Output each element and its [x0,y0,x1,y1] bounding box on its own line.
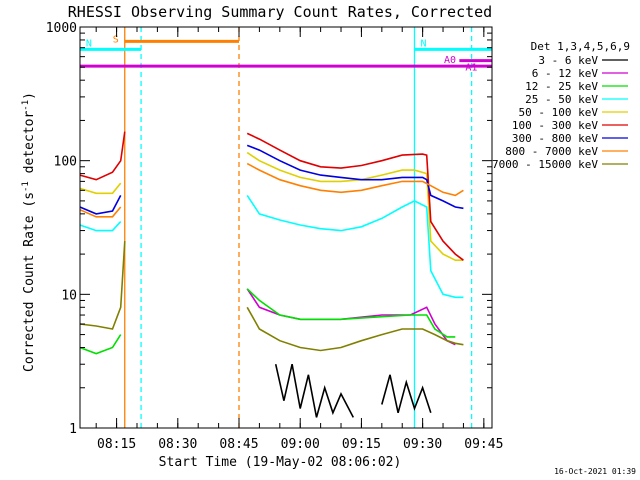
legend-label: 25 - 50 keV [525,93,598,106]
mode-bar-label: A1 [465,63,477,74]
y-axis-label-part2: detector [22,111,37,182]
chart-title: RHESSI Observing Summary Count Rates, Co… [68,3,492,21]
x-tick-label: 09:30 [403,437,442,452]
series-line-7000-15000-kev [246,306,464,352]
x-tick-label: 08:45 [219,437,258,452]
series-line-6-12-kev [246,288,456,346]
y-tick-label: 1 [69,422,77,437]
legend-label: 50 - 100 keV [519,106,599,119]
mode-annotations: S N N A0 A1 [79,27,492,428]
legend-label: 3 - 6 keV [538,54,598,67]
series-line-25-50-kev [79,221,122,232]
series-line-800-7000-kev [79,206,122,218]
series-line-300-800-kev [246,144,464,210]
y-tick-label: 1000 [46,21,77,36]
legend-label: 800 - 7000 keV [505,145,598,158]
y-tick-label: 10 [61,288,77,303]
y-axis-label-sup1: -1 [21,181,31,192]
mode-bar-label: S [113,34,119,45]
y-axis-label: Corrected Count Rate (s-1 detector-1) [21,92,37,372]
mode-bar-label: N [86,38,92,49]
series-line-25-50-kev [246,194,464,299]
series-line-100-300-kev [79,131,126,181]
x-tick-label: 08:15 [97,437,136,452]
series-line-300-800-kev [79,195,122,215]
series-line-3-6-kev [274,364,355,418]
legend-label: 300 - 800 keV [512,132,598,145]
legend-title: Det 1,3,4,5,6,9 [531,40,630,53]
series-lines [79,131,464,418]
axis-ticks: 1 10 100 1000 08:15 08:30 08:45 09:00 09:15 09:30… [46,21,504,452]
date-stamp: 16-Oct-2021 01:39 [554,467,636,476]
y-axis-label-part1: Corrected Count Rate (s [22,192,37,372]
y-axis-label-part3: ) [22,92,37,100]
y-tick-label: 100 [54,155,77,170]
series-line-7000-15000-kev [79,241,126,330]
x-tick-label: 09:15 [342,437,381,452]
legend-label: 7000 - 15000 keV [492,158,598,171]
series-line-50-100-kev [246,151,464,262]
plot-frame [79,26,493,429]
mode-bar-label: N [420,38,426,49]
x-tick-label: 09:00 [281,437,320,452]
series-line-12-25-kev [246,288,456,338]
series-line-100-300-kev [246,132,464,261]
x-axis-label: Start Time (19-May-02 08:06:02) [159,455,402,470]
y-axis-label-sup2: -1 [21,100,31,111]
legend-label: 12 - 25 keV [525,80,598,93]
x-tick-label: 09:45 [464,437,503,452]
series-line-3-6-kev [381,374,432,414]
series-line-800-7000-kev [246,162,464,197]
series-line-50-100-kev [79,182,122,195]
series-line-12-25-kev [79,334,122,355]
legend-label: 100 - 300 keV [512,119,598,132]
legend-label: 6 - 12 keV [532,67,599,80]
mode-bar-label: A0 [444,55,456,66]
x-tick-label: 08:30 [158,437,197,452]
